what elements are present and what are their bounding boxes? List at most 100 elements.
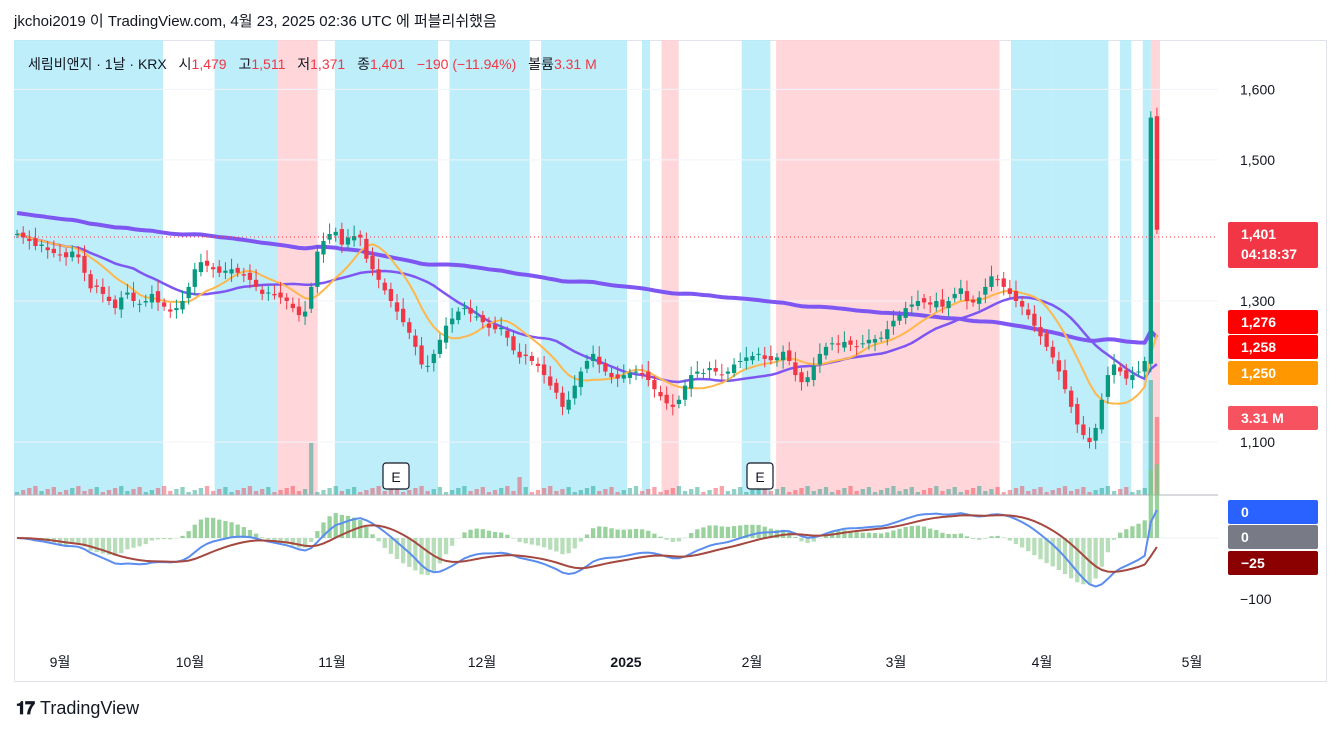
candle-body xyxy=(119,297,124,310)
candle-body xyxy=(970,299,976,303)
candle-body xyxy=(646,371,651,381)
volume-bar xyxy=(223,487,228,495)
volume-bar xyxy=(492,490,498,495)
volume-bar xyxy=(388,489,394,495)
volume-bar xyxy=(866,487,872,495)
close-label: 종 xyxy=(357,56,370,72)
volume-bar xyxy=(180,487,185,495)
macd-histogram-bar xyxy=(750,524,755,538)
macd-histogram-bar xyxy=(260,537,265,538)
macd-histogram-bar xyxy=(1032,538,1037,556)
volume-bar xyxy=(903,489,908,495)
candle-body xyxy=(425,365,430,367)
volume-bar xyxy=(1099,488,1104,495)
volume-bar xyxy=(1013,488,1019,495)
macd-histogram-bar xyxy=(511,538,516,539)
candle-body xyxy=(272,293,277,296)
volume-bar xyxy=(474,489,479,495)
macd-histogram-bar xyxy=(578,538,584,542)
volume-bar xyxy=(161,486,167,495)
signal-tag-text: −25 xyxy=(1241,555,1265,571)
macd-histogram-bar xyxy=(872,533,878,538)
candle-body xyxy=(1111,364,1117,376)
candle-body xyxy=(1124,370,1129,379)
volume-bar xyxy=(909,487,914,495)
time-tick-label: 3월 xyxy=(886,654,907,670)
volume-bar xyxy=(468,491,473,495)
volume-bar xyxy=(351,487,357,495)
volume-bar xyxy=(241,488,246,495)
price-tick-label: 1,500 xyxy=(1240,152,1275,168)
macd-histogram-bar xyxy=(1019,538,1025,548)
volume-bar xyxy=(597,491,602,495)
volume-bar xyxy=(211,491,216,495)
volume-bar xyxy=(1068,491,1074,495)
candle-body xyxy=(670,404,675,407)
open-label: 시 xyxy=(178,56,192,72)
candle-body xyxy=(609,372,614,378)
footer-brand[interactable]: 𝟏𝟕 TradingView xyxy=(16,698,139,719)
volume-bar xyxy=(860,489,865,495)
candle-body xyxy=(578,371,584,388)
candle-body xyxy=(597,356,602,365)
signal-band xyxy=(642,40,651,495)
macd-histogram-bar xyxy=(351,517,357,538)
volume-bar xyxy=(762,486,767,495)
volume-bar xyxy=(217,489,222,495)
candle-body xyxy=(125,292,130,295)
volume-bars xyxy=(14,380,1160,495)
candle-body xyxy=(57,254,63,256)
candle-body xyxy=(590,353,596,361)
volume-bar xyxy=(946,489,951,495)
candle-body xyxy=(364,238,369,259)
candle-body xyxy=(689,375,694,389)
volume-bar xyxy=(370,488,375,495)
candle-body xyxy=(370,255,375,270)
time-tick-label: 12월 xyxy=(468,654,496,670)
volume-bar xyxy=(756,488,761,495)
macd-histogram-bar xyxy=(1081,538,1086,585)
volume-bar xyxy=(315,492,320,495)
volume-bar xyxy=(823,487,829,495)
candle-body xyxy=(879,337,884,339)
macd-histogram-bar xyxy=(180,535,185,538)
open-value: 1,479 xyxy=(191,56,227,72)
macd-histogram-bar xyxy=(499,532,504,538)
volume-bar xyxy=(646,489,651,495)
candle-body xyxy=(45,247,50,251)
volume-bar xyxy=(1044,492,1049,495)
volume-bar xyxy=(517,477,522,495)
low-label: 저 xyxy=(297,56,311,72)
volume-bar xyxy=(1019,486,1025,495)
candle-body xyxy=(695,371,700,374)
candle-body xyxy=(664,394,669,404)
candle-body xyxy=(223,270,228,273)
volume-bar xyxy=(609,487,614,495)
candle-body xyxy=(1007,288,1013,294)
candle-body xyxy=(915,301,921,306)
candle-body xyxy=(284,297,289,302)
volume-bar xyxy=(1142,488,1147,495)
ma-short-tag-text: 1,250 xyxy=(1241,365,1276,381)
volume-bar xyxy=(327,488,332,495)
macd-histogram-bar xyxy=(186,531,191,538)
volume-bar xyxy=(713,488,718,495)
volume-bar xyxy=(358,492,363,495)
macd-histogram-bar xyxy=(168,538,173,540)
macd-histogram-bar xyxy=(646,530,651,538)
volume-bar xyxy=(321,490,326,495)
volume-bar xyxy=(437,487,443,495)
macd-histogram-bar xyxy=(695,529,700,538)
macd-histogram-bar xyxy=(443,538,449,555)
signal-band xyxy=(862,40,1000,495)
candle-body xyxy=(112,299,118,309)
low-value: 1,371 xyxy=(310,56,346,72)
volume-bar xyxy=(413,488,418,495)
candle-body xyxy=(1056,360,1062,372)
volume-bar xyxy=(958,492,963,495)
ma-long-line xyxy=(16,211,1159,345)
volume-bar xyxy=(719,486,724,495)
volume-bar xyxy=(394,487,400,495)
candle-body xyxy=(793,362,798,376)
